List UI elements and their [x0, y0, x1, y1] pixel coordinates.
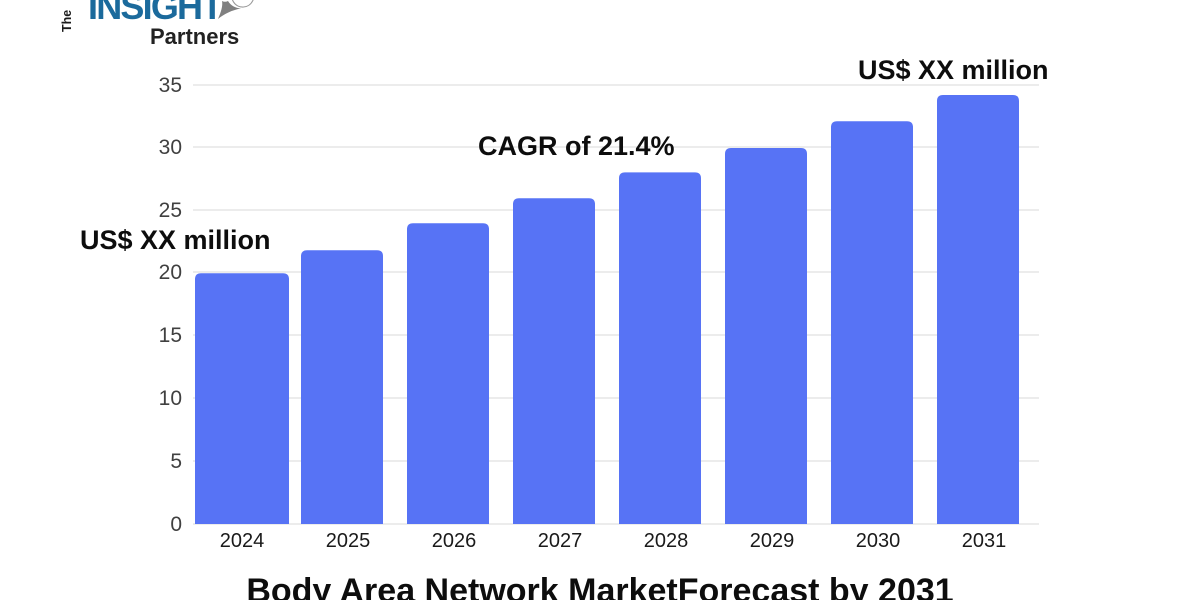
svg-text:35: 35 [159, 74, 182, 97]
svg-text:2029: 2029 [750, 530, 795, 552]
svg-text:2031: 2031 [962, 530, 1007, 552]
svg-text:2028: 2028 [644, 530, 689, 552]
svg-text:15: 15 [159, 324, 182, 347]
svg-text:30: 30 [159, 136, 182, 159]
svg-text:INSIGHT: INSIGHT [88, 0, 223, 27]
svg-text:Partners: Partners [150, 24, 239, 49]
svg-text:2026: 2026 [432, 530, 477, 552]
svg-text:5: 5 [170, 450, 182, 473]
svg-text:0: 0 [170, 513, 182, 536]
svg-text:2024: 2024 [220, 530, 265, 552]
svg-text:2025: 2025 [326, 530, 371, 552]
svg-text:25: 25 [159, 199, 182, 222]
svg-text:The: The [60, 10, 74, 32]
svg-text:2030: 2030 [856, 530, 901, 552]
svg-text:2027: 2027 [538, 530, 583, 552]
svg-text:10: 10 [159, 387, 182, 410]
svg-text:20: 20 [159, 261, 182, 284]
